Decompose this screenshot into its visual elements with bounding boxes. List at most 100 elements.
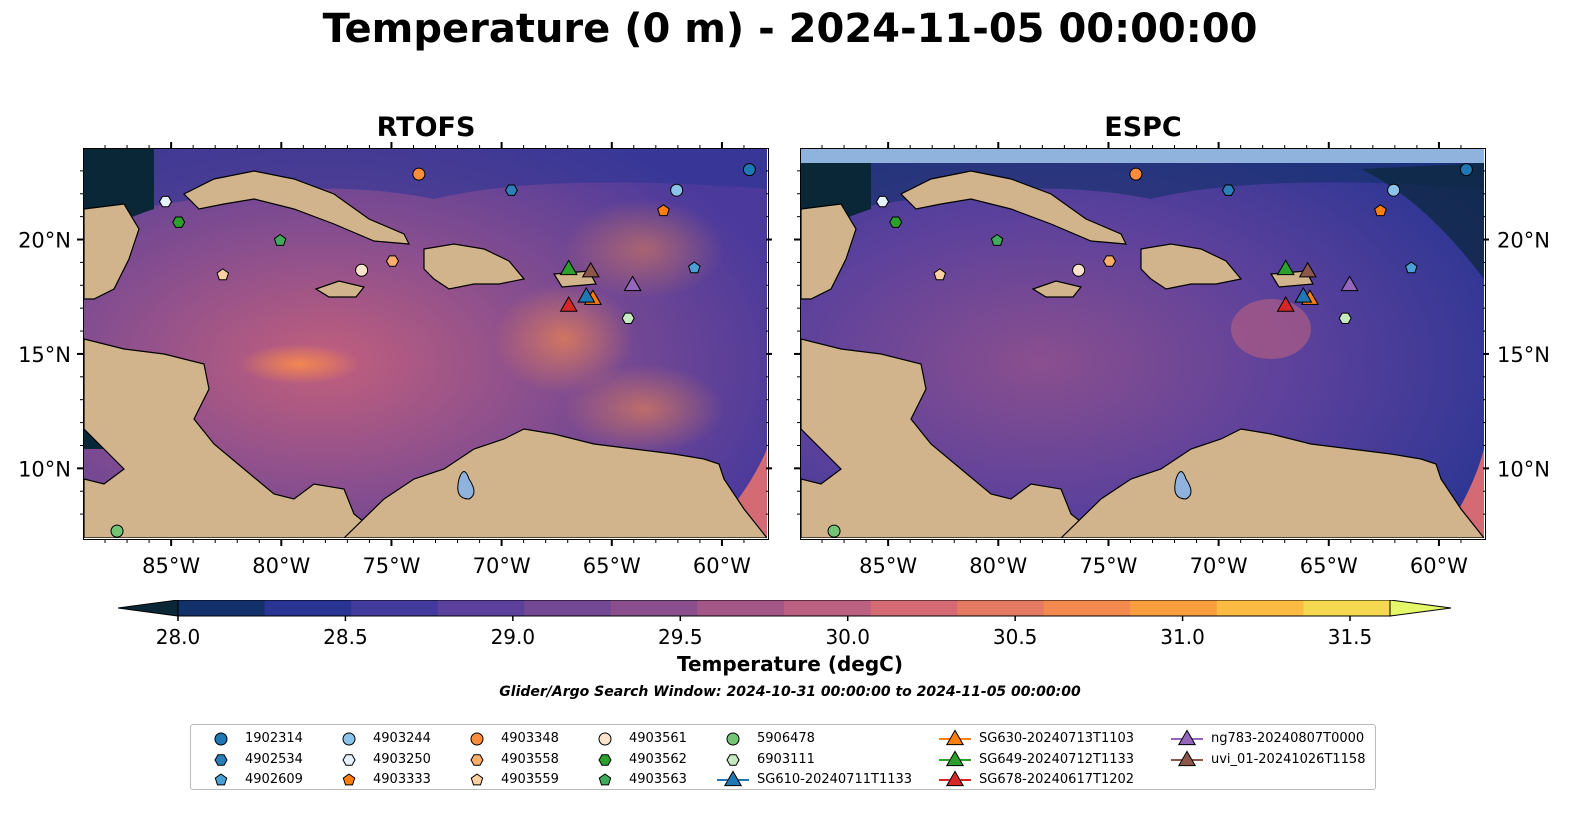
legend-label: uvi_01-20241026T1158 [1211,751,1366,767]
legend-triangle-icon [945,770,965,787]
lake-maracaibo [1174,471,1192,500]
float-marker-4902609 [688,261,701,274]
lat-tick-label: 10°N [1497,457,1550,481]
lon-tick-label: 85°W [859,554,917,578]
lat-tick-label: 20°N [1497,229,1550,253]
warm-region [1441,449,1484,538]
land-cuba [899,170,1128,245]
legend-label: SG678-20240617T1202 [979,772,1135,787]
float-marker-4903563 [990,233,1004,246]
rtofs-map [83,148,769,540]
legend-triangle-icon [1177,749,1197,766]
land-cuba [182,170,411,245]
glider-marker-sg610 [577,286,596,303]
legend-circle-icon [342,732,356,746]
legend-label: 4903561 [629,731,687,746]
lon-tick-label: 65°W [1300,554,1358,578]
lat-tick-label: 20°N [18,229,71,253]
cool-region [1361,163,1484,279]
float-marker-4903559 [216,268,230,281]
legend-label: SG649-20240712T1133 [979,751,1135,767]
legend-marker [939,770,971,787]
colorbar-tick-label: 30.0 [825,625,870,649]
colorbar-bar: 28.0 28.5 29.0 29.5 30.0 30.5 31.0 31.5 [117,599,1452,649]
lon-tick-label: 65°W [583,554,641,578]
glider-marker-sg610 [1294,286,1313,303]
colorbar-segment [957,600,1045,616]
float-marker-5906478 [827,524,841,538]
lon-tick-label: 75°W [1079,554,1137,578]
legend-marker [1171,729,1203,746]
legend-hexagon-icon [342,753,356,766]
lake-maracaibo [457,471,475,500]
legend-label: 6903111 [757,751,815,767]
legend-triangle-icon [945,749,965,766]
lon-tick-label: 60°W [693,554,751,578]
colorbar-tick-label: 28.5 [323,625,368,649]
legend-marker [1171,749,1203,766]
land-central-america [800,338,1103,539]
warm-region [704,449,767,538]
land-hispaniola [1140,243,1243,290]
legend-marker [214,732,228,746]
float-marker-4903250 [158,195,173,208]
glider-marker-sg649 [559,259,578,276]
float-marker-4903563 [273,233,287,246]
colorbar-segment [1130,600,1218,616]
legend-marker [214,753,228,766]
glider-marker-sg678 [559,296,578,312]
float-marker-4903562 [172,216,186,228]
legend-marker [214,773,228,786]
colorbar-segment [1216,600,1304,616]
warm-patch [494,284,634,394]
legend-marker [470,773,484,786]
lon-tick-label: 70°W [1190,554,1248,578]
float-marker-4902609 [1405,261,1418,274]
no-data-band [801,149,1484,163]
float-marker-4903333 [657,204,670,217]
legend-pentagon-icon [598,773,612,786]
figure-title: Temperature (0 m) - 2024-11-05 00:00:00 [322,6,1258,52]
colorbar-tick-label: 30.5 [993,625,1038,649]
glider-marker-ng783 [623,275,642,292]
legend-label: 4903558 [501,751,559,767]
legend-triangle-icon [1177,729,1197,746]
legend-hexagon-icon [598,753,612,766]
warm-patch [239,344,359,384]
legend-label: ng783-20240807T0000 [1211,731,1365,746]
float-marker-4903333 [1374,204,1387,217]
legend-label: 5906478 [757,731,815,746]
float-marker-1902314 [742,163,756,177]
warm-patch [564,199,724,299]
colorbar: 28.0 28.5 29.0 29.5 30.0 30.5 31.0 31.5 [117,599,1454,654]
legend-marker [939,749,971,766]
colorbar-tick-label: 29.5 [658,625,703,649]
legend-pentagon-icon [470,773,484,786]
cool-region [84,149,767,219]
float-marker-4903558 [385,255,400,267]
espc-map [800,148,1486,540]
float-marker-4903244 [670,183,684,197]
legend-label: 1902314 [245,731,303,746]
search-window-note: Glider/Argo Search Window: 2024-10-31 00… [499,684,1081,700]
legend-hexagon-icon [214,753,228,766]
legend-marker [470,753,484,766]
float-marker-6903111 [621,312,635,324]
legend-pentagon-icon [342,773,356,786]
land-south-america [342,428,769,539]
colorbar-segment [697,600,785,616]
colorbar-extend-low [117,599,179,617]
legend-marker [598,753,612,766]
float-marker-4903562 [889,216,903,228]
float-marker-4903250 [875,195,890,208]
legend-circle-icon [470,732,484,746]
legend-triangle-icon [723,770,743,787]
colorbar-segment [351,600,439,616]
float-marker-4903348 [1129,167,1143,181]
legend-circle-icon [598,732,612,746]
legend-label: 4903333 [373,772,431,787]
legend-label: 4903244 [373,731,431,746]
glider-marker-sg649 [1276,259,1295,276]
lon-tick-label: 75°W [362,554,420,578]
colorbar-tick-label: 31.0 [1160,625,1205,649]
